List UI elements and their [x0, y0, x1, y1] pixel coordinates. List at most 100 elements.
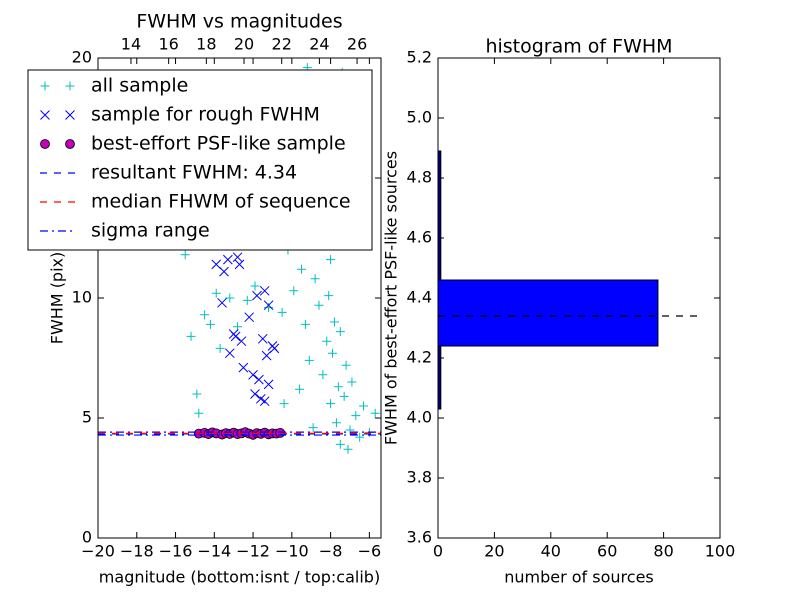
x-tick-label: −20	[81, 542, 115, 561]
legend-label: sample for rough FWHM	[91, 104, 320, 126]
marker	[347, 377, 357, 387]
marker	[328, 348, 338, 358]
legend-label: best-effort PSF-like sample	[91, 133, 346, 155]
marker	[40, 81, 50, 91]
marker	[215, 343, 225, 353]
axes-frame	[437, 57, 721, 539]
marker	[194, 408, 204, 418]
marker	[279, 399, 289, 409]
marker	[254, 374, 264, 385]
y-tick-label: 5.0	[407, 108, 432, 127]
legend-box	[27, 69, 373, 251]
marker	[238, 362, 249, 373]
y-tick-label: 0	[82, 528, 92, 547]
x-tick-label: 20	[484, 542, 504, 561]
marker	[339, 391, 349, 401]
y-axis-label: FWHM (pix)	[48, 252, 67, 345]
marker	[192, 389, 202, 399]
x2-tick-label: 18	[196, 35, 216, 54]
marker	[263, 379, 274, 390]
x2-tick-label: 24	[309, 35, 329, 54]
marker	[263, 300, 274, 311]
marker	[335, 327, 345, 337]
marker	[324, 291, 334, 301]
x-tick-label: −8	[319, 542, 343, 561]
x2-tick-label: 16	[158, 35, 178, 54]
x2-tick-label: 20	[234, 35, 254, 54]
chart-title: FWHM vs magnitudes	[136, 11, 342, 33]
x-tick-label: 100	[705, 542, 736, 561]
marker	[333, 382, 343, 392]
marker	[65, 81, 75, 91]
marker	[304, 355, 314, 365]
marker	[335, 439, 345, 449]
x-tick-label: 40	[541, 542, 561, 561]
marker	[331, 418, 341, 428]
marker	[234, 259, 245, 270]
marker	[230, 331, 241, 342]
marker	[232, 252, 243, 263]
y-tick-label: 5.2	[407, 48, 432, 67]
marker	[300, 319, 310, 329]
marker	[314, 300, 324, 310]
marker	[341, 360, 351, 370]
marker	[224, 348, 235, 359]
x-tick-label: −14	[197, 542, 231, 561]
x-tick-label: 60	[597, 542, 617, 561]
marker	[217, 297, 227, 308]
x-tick-label: −18	[120, 542, 154, 561]
marker	[65, 139, 75, 149]
marker	[326, 255, 336, 265]
legend-label: median FHWM of sequence	[91, 191, 351, 213]
marker	[180, 250, 190, 260]
marker	[252, 290, 262, 301]
marker	[205, 319, 215, 329]
marker	[297, 264, 307, 274]
marker	[318, 370, 328, 380]
x-tick-label: −12	[236, 542, 270, 561]
chart-title: histogram of FWHM	[485, 36, 672, 58]
x2-tick-label: 22	[272, 35, 292, 54]
marker	[65, 110, 75, 120]
marker	[326, 399, 336, 409]
marker	[322, 336, 332, 346]
marker	[248, 369, 258, 380]
marker	[370, 408, 380, 418]
marker	[259, 285, 270, 296]
marker	[200, 310, 210, 320]
x-tick-label: −16	[159, 542, 193, 561]
marker	[236, 336, 247, 347]
marker	[219, 266, 229, 277]
y-tick-label: 4.2	[407, 348, 432, 367]
marker	[308, 423, 318, 433]
x2-tick-label: 26	[347, 35, 367, 54]
y-tick-label: 4.8	[407, 168, 432, 187]
marker	[289, 286, 299, 296]
x-tick-label: 80	[653, 542, 673, 561]
marker	[329, 317, 339, 327]
y-tick-label: 10	[72, 288, 92, 307]
y-tick-label: 4.6	[407, 228, 432, 247]
marker	[225, 293, 235, 303]
bar	[437, 279, 659, 347]
y-tick-label: 3.8	[407, 468, 432, 487]
marker	[295, 384, 305, 394]
marker	[242, 295, 252, 305]
y-tick-label: 5	[82, 408, 92, 427]
marker	[250, 281, 260, 291]
marker	[351, 411, 361, 421]
marker	[244, 312, 255, 323]
legend-label: all sample	[91, 75, 188, 97]
y-axis-label: FWHM of best-effort PSF-like sources	[382, 151, 401, 445]
marker	[310, 274, 320, 284]
axes-frame	[97, 57, 382, 539]
marker	[359, 401, 369, 411]
marker	[211, 288, 221, 298]
x-axis-label: number of sources	[504, 568, 654, 587]
marker	[250, 389, 260, 399]
marker	[343, 444, 353, 454]
marker	[186, 331, 196, 341]
marker	[277, 307, 287, 317]
x-tick-label: −10	[275, 542, 309, 561]
marker	[257, 333, 268, 344]
